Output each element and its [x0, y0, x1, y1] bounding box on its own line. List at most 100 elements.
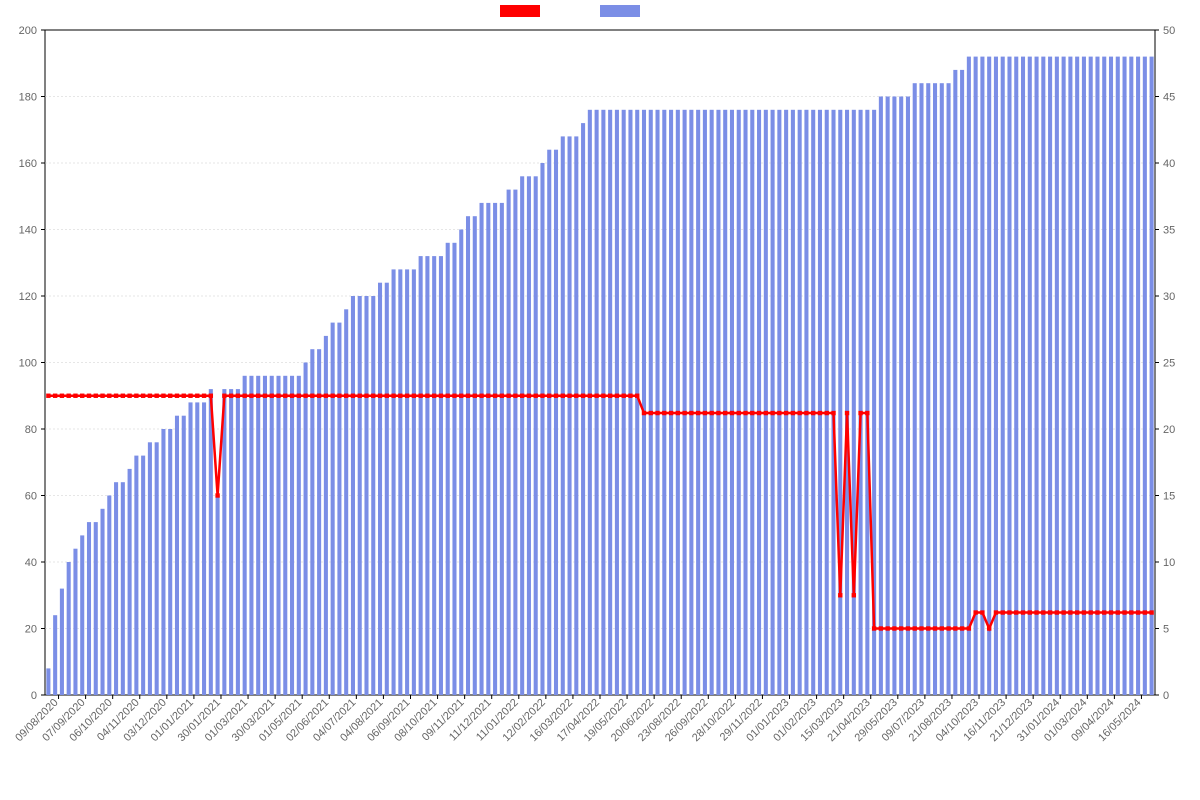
bar	[1136, 57, 1140, 695]
bar	[771, 110, 775, 695]
bar	[764, 110, 768, 695]
bar	[595, 110, 599, 695]
line-marker	[188, 394, 192, 398]
bar	[513, 190, 517, 695]
line-marker	[737, 411, 741, 415]
bar	[601, 110, 605, 695]
line-marker	[899, 626, 903, 630]
left-axis-tick-label: 60	[25, 491, 37, 503]
line-marker	[87, 394, 91, 398]
line-marker	[1014, 610, 1018, 614]
line-marker	[141, 394, 145, 398]
left-axis-tick-label: 0	[31, 690, 37, 702]
line-marker	[764, 411, 768, 415]
line-marker	[452, 394, 456, 398]
bar	[953, 70, 957, 695]
bar	[588, 110, 592, 695]
line-marker	[297, 394, 301, 398]
bar	[676, 110, 680, 695]
bar	[568, 136, 572, 695]
right-axis-tick-label: 25	[1163, 358, 1175, 370]
line-marker	[161, 394, 165, 398]
bar	[364, 296, 368, 695]
line-marker	[831, 411, 835, 415]
line-marker	[676, 411, 680, 415]
bar	[1021, 57, 1025, 695]
bar	[53, 615, 57, 695]
bar	[879, 97, 883, 696]
line-marker	[879, 626, 883, 630]
line-marker	[100, 394, 104, 398]
line-marker	[398, 394, 402, 398]
bar	[1123, 57, 1127, 695]
bar	[926, 83, 930, 695]
bar	[791, 110, 795, 695]
bar	[987, 57, 991, 695]
line-marker	[601, 394, 605, 398]
line-marker	[486, 394, 490, 398]
bar	[777, 110, 781, 695]
line-marker	[364, 394, 368, 398]
line-marker	[872, 626, 876, 630]
line-marker	[303, 394, 307, 398]
line-marker	[994, 610, 998, 614]
line-marker	[127, 394, 131, 398]
bar	[46, 668, 50, 695]
bar	[811, 110, 815, 695]
bar	[317, 349, 321, 695]
line-marker	[344, 394, 348, 398]
bar	[980, 57, 984, 695]
line-marker	[913, 626, 917, 630]
left-axis-tick-label: 100	[19, 358, 37, 370]
dual-axis-chart: 0204060801001201401601802000510152025303…	[0, 0, 1200, 800]
bar	[527, 176, 531, 695]
line-marker	[628, 394, 632, 398]
line-marker	[716, 411, 720, 415]
bar	[412, 269, 416, 695]
bar	[87, 522, 91, 695]
line-marker	[777, 411, 781, 415]
bar	[737, 110, 741, 695]
bar	[859, 110, 863, 695]
bar	[743, 110, 747, 695]
line-marker	[114, 394, 118, 398]
bar	[960, 70, 964, 695]
line-marker	[1149, 610, 1153, 614]
bar	[148, 442, 152, 695]
line-marker	[317, 394, 321, 398]
bar	[398, 269, 402, 695]
line-marker	[121, 394, 125, 398]
bar	[798, 110, 802, 695]
line-marker	[1028, 610, 1032, 614]
bar	[473, 216, 477, 695]
bar	[378, 283, 382, 695]
bar	[1129, 57, 1133, 695]
line-marker	[154, 394, 158, 398]
line-marker	[858, 411, 862, 415]
bar	[351, 296, 355, 695]
bar	[94, 522, 98, 695]
bar	[121, 482, 125, 695]
line-marker	[276, 394, 280, 398]
bar	[696, 110, 700, 695]
bar	[534, 176, 538, 695]
bar	[940, 83, 944, 695]
line-marker	[967, 626, 971, 630]
line-marker	[750, 411, 754, 415]
line-marker	[283, 394, 287, 398]
line-marker	[621, 394, 625, 398]
line-marker	[791, 411, 795, 415]
bar	[906, 97, 910, 696]
line-marker	[1048, 610, 1052, 614]
line-marker	[337, 394, 341, 398]
bar	[669, 110, 673, 695]
bar	[493, 203, 497, 695]
bar	[385, 283, 389, 695]
bar	[419, 256, 423, 695]
bar	[405, 269, 409, 695]
line-marker	[168, 394, 172, 398]
line-marker	[290, 394, 294, 398]
line-marker	[615, 394, 619, 398]
bar	[459, 230, 463, 696]
bar	[615, 110, 619, 695]
